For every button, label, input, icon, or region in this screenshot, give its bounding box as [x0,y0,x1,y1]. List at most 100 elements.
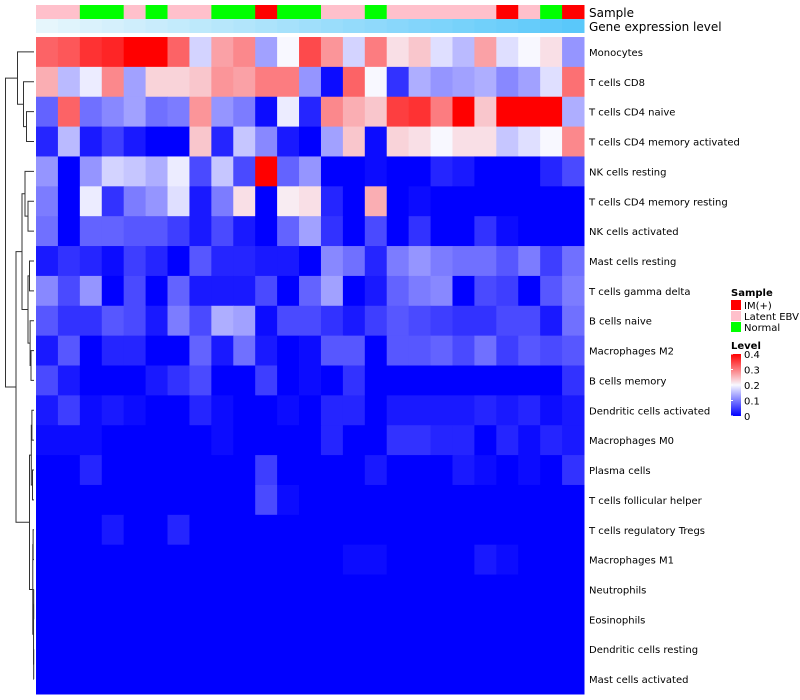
heatmap-cell [36,275,59,307]
heatmap-cell [474,246,497,277]
heatmap-cell [189,37,212,68]
heatmap-cell [189,455,212,486]
heatmap-cell [255,574,278,605]
heatmap-cell [474,365,497,396]
gene-expression-annotation-cell [101,19,125,33]
heatmap-cell [233,574,256,605]
heatmap-cell [57,604,81,635]
heatmap-cell [320,156,344,187]
heatmap-cell [255,604,278,635]
heatmap-cell [255,634,278,665]
sample-annotation-cell [386,5,410,19]
heatmap-cell [342,514,366,546]
heatmap-cell [452,275,475,307]
heatmap-cell [233,156,256,187]
gene-expression-annotation-cell [408,19,432,33]
heatmap-cell [386,275,410,307]
heatmap-cell [518,365,541,396]
sample-annotation-cell [79,5,103,19]
heatmap-cell [57,395,81,426]
heatmap-cell [562,335,585,366]
heatmap-cell [145,275,169,307]
heatmap-cell [430,484,453,516]
heatmap-cell [430,246,453,277]
heatmap-cell [342,484,366,516]
gene-expression-annotation-track [36,19,585,33]
heatmap-cell [123,126,147,157]
heatmap-cell [386,126,410,157]
heatmap-cell [320,544,344,576]
heatmap-cell [79,395,103,426]
heatmap-cell [408,275,432,307]
sample-annotation-cell [474,5,497,19]
heatmap-cell [79,604,103,635]
heatmap-cell [167,574,190,605]
heatmap-cell [540,365,563,396]
heatmap-cell [101,305,125,337]
heatmap-cell [101,544,125,576]
heatmap-cell [496,156,519,187]
heatmap-cell [408,66,432,98]
heatmap-cell [189,156,212,187]
heatmap-cell [79,37,103,68]
heatmap-cell [123,574,147,605]
heatmap-cell [277,395,300,426]
heatmap-cell [364,335,388,366]
heatmap-cell [342,37,366,68]
heatmap-cell [474,96,497,128]
heatmap-cell [36,604,59,635]
heatmap-cell [101,604,125,635]
heatmap-cell [145,574,169,605]
heatmap-cell [518,126,541,157]
heatmap-cell [145,305,169,337]
heatmap-cell [167,66,190,98]
heatmap-cell [496,514,519,546]
gene-expression-annotation-cell [430,19,453,33]
sample-legend-label: Latent EBV [744,312,799,323]
heatmap-cell [277,246,300,277]
heatmap-cell [36,186,59,217]
heatmap-cell [277,216,300,247]
heatmap-cell [145,216,169,247]
heatmap-cell [386,305,410,337]
heatmap-cell [452,365,475,396]
heatmap-cell [496,246,519,277]
heatmap-cell [386,216,410,247]
row-label: Macrophages M0 [589,436,674,447]
gene-expression-annotation-cell [79,19,103,33]
heatmap-cell [386,514,410,546]
heatmap-cell [167,216,190,247]
heatmap-cell [255,484,278,516]
heatmap-cell [430,37,453,68]
heatmap-cell [123,216,147,247]
heatmap-cell [255,514,278,546]
heatmap-cell [189,395,212,426]
heatmap-cell [408,365,432,396]
heatmap-cell [540,604,563,635]
heatmap-cell [408,186,432,217]
heatmap-cell [452,484,475,516]
heatmap-cell [540,634,563,665]
heatmap-cell [474,514,497,546]
heatmap-cell [189,186,212,217]
row-label: Macrophages M2 [589,347,674,358]
heatmap-cell [386,544,410,576]
heatmap-cell [408,246,432,277]
heatmap-cell [36,544,59,576]
heatmap-cell [342,275,366,307]
heatmap-cell [299,514,322,546]
heatmap-cell [233,514,256,546]
heatmap-cell [386,37,410,68]
heatmap-cell [364,455,388,486]
heatmap-cell [364,544,388,576]
heatmap-cell [233,186,256,217]
heatmap-cell [562,604,585,635]
heatmap-cell [101,37,125,68]
heatmap-cell [57,96,81,128]
heatmap-cell [562,514,585,546]
heatmap-cell [277,634,300,665]
heatmap-cell [320,66,344,98]
heatmap-cell [299,455,322,486]
heatmap-cell [364,634,388,665]
heatmap-cell [36,455,59,486]
